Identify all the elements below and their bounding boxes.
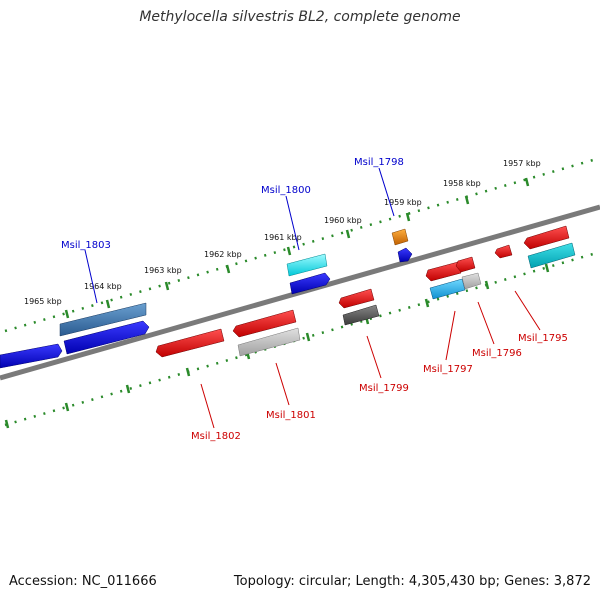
gene-arrow[interactable] — [429, 278, 466, 300]
gene-arrow[interactable] — [461, 272, 482, 290]
reverse-genes — [155, 225, 576, 358]
forward-genes — [0, 228, 413, 369]
kbp-label-1959: 1959 kbp — [384, 198, 422, 207]
kbp-label-1965: 1965 kbp — [24, 297, 62, 306]
kbp-label-1963: 1963 kbp — [144, 266, 182, 275]
gene-arrow[interactable] — [155, 328, 225, 358]
gene-arrow[interactable] — [391, 228, 409, 246]
gene-arrow[interactable] — [59, 302, 147, 337]
label-leaders-forward — [84, 167, 395, 304]
gene-arrow[interactable] — [425, 261, 462, 282]
gene-arrow[interactable] — [342, 304, 380, 326]
gene-label-msil-1802[interactable]: Msil_1802 — [191, 431, 241, 442]
gene-label-msil-1801[interactable]: Msil_1801 — [266, 410, 316, 421]
gene-label-msil-1795[interactable]: Msil_1795 — [518, 333, 568, 344]
gene-label-msil-1800[interactable]: Msil_1800 — [261, 185, 311, 196]
gene-label-msil-1799[interactable]: Msil_1799 — [359, 383, 409, 394]
gene-arrow[interactable] — [232, 309, 297, 338]
gene-arrow[interactable] — [286, 253, 328, 277]
forward-major-ticks — [64, 177, 530, 319]
gene-arrow[interactable] — [494, 244, 513, 259]
gene-arrow[interactable] — [0, 343, 63, 369]
gene-arrow[interactable] — [237, 327, 301, 357]
map-title: Methylocella silvestris BL2, complete ge… — [139, 9, 461, 25]
accession-text: Accession: NC_011666 — [9, 574, 157, 589]
kbp-label-1957: 1957 kbp — [503, 159, 541, 168]
gene-label-msil-1797[interactable]: Msil_1797 — [423, 364, 473, 375]
gene-arrow[interactable] — [523, 225, 570, 250]
gene-arrow[interactable] — [63, 320, 150, 355]
gene-arrow[interactable] — [397, 247, 413, 263]
kbp-label-1961: 1961 kbp — [264, 233, 302, 242]
label-leaders-reverse — [200, 290, 541, 429]
gene-label-msil-1798[interactable]: Msil_1798 — [354, 157, 404, 168]
gene-label-msil-1803[interactable]: Msil_1803 — [61, 240, 111, 251]
kbp-label-1958: 1958 kbp — [443, 179, 481, 188]
gene-label-msil-1796[interactable]: Msil_1796 — [472, 348, 522, 359]
gene-arrow[interactable] — [289, 272, 331, 295]
kbp-label-1962: 1962 kbp — [204, 250, 242, 259]
reverse-major-ticks — [4, 263, 550, 429]
gene-arrow[interactable] — [455, 256, 476, 273]
kbp-label-1960: 1960 kbp — [324, 216, 362, 225]
kbp-label-1964: 1964 kbp — [84, 282, 122, 291]
gene-arrow[interactable] — [527, 242, 576, 269]
genome-summary-text: Topology: circular; Length: 4,305,430 bp… — [233, 574, 591, 589]
gene-arrow[interactable] — [338, 288, 375, 309]
genome-backbone — [0, 204, 600, 381]
